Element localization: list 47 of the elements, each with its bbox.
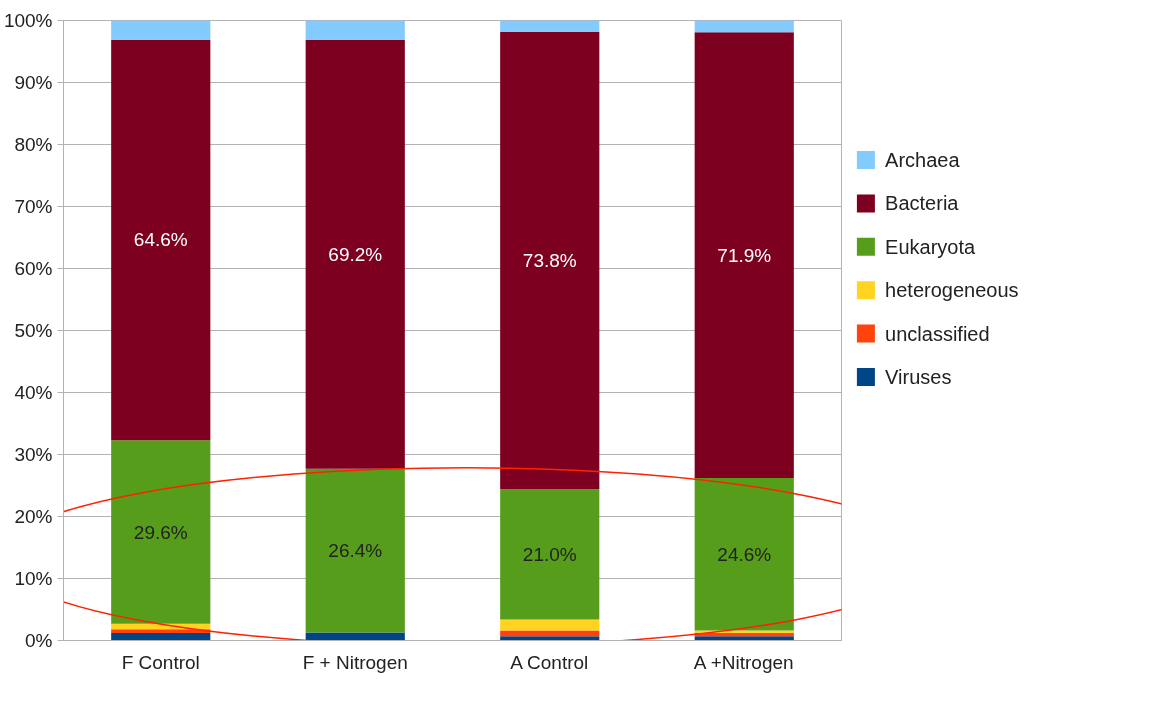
data-label: 73.8% <box>522 249 577 271</box>
data-label: 64.6% <box>133 229 188 251</box>
y-tick-label: 60% <box>14 258 53 279</box>
y-tick-label: 10% <box>14 568 53 589</box>
bar <box>111 440 211 624</box>
bar <box>111 39 211 441</box>
bar <box>111 633 211 641</box>
data-label: 26.4% <box>328 540 383 562</box>
bar <box>500 619 600 631</box>
data-label: 29.6% <box>133 521 188 543</box>
data-label: 21.0% <box>522 543 577 565</box>
bar <box>694 20 794 33</box>
bar <box>500 489 600 620</box>
legend-label: Eukaryota <box>885 235 977 258</box>
x-tick-label: A Control <box>510 651 589 673</box>
y-tick-label: 0% <box>25 630 53 651</box>
bar <box>500 20 600 32</box>
bar <box>500 636 600 641</box>
y-tick-label: 20% <box>14 506 53 527</box>
legend-label: heterogeneous <box>885 279 1019 302</box>
bar <box>305 632 405 641</box>
data-label: 71.9% <box>717 244 772 266</box>
bar <box>694 478 794 631</box>
y-tick-label: 80% <box>14 134 53 155</box>
legend-label: Viruses <box>885 366 952 388</box>
data-label: 69.2% <box>328 243 383 265</box>
x-tick-label: F Control <box>121 651 200 673</box>
y-tick-label: 100% <box>3 10 53 31</box>
bar <box>500 31 600 490</box>
y-tick-label: 90% <box>14 72 53 93</box>
data-label: 24.6% <box>717 543 772 565</box>
bar <box>305 468 405 633</box>
legend-label: Archaea <box>885 149 961 171</box>
x-tick-label: F + Nitrogen <box>302 651 408 673</box>
bar <box>111 629 211 634</box>
y-tick-label: 30% <box>14 444 53 465</box>
bar <box>111 20 211 40</box>
legend-label: Bacteria <box>885 192 960 215</box>
bar <box>305 39 405 469</box>
bar <box>694 32 794 479</box>
y-tick-label: 40% <box>14 382 53 403</box>
y-tick-label: 70% <box>14 196 53 217</box>
bar <box>694 636 794 641</box>
bar <box>305 20 405 40</box>
y-tick-label: 50% <box>14 320 53 341</box>
x-tick-label: A +Nitrogen <box>693 651 794 673</box>
legend-label: unclassified <box>885 322 990 345</box>
